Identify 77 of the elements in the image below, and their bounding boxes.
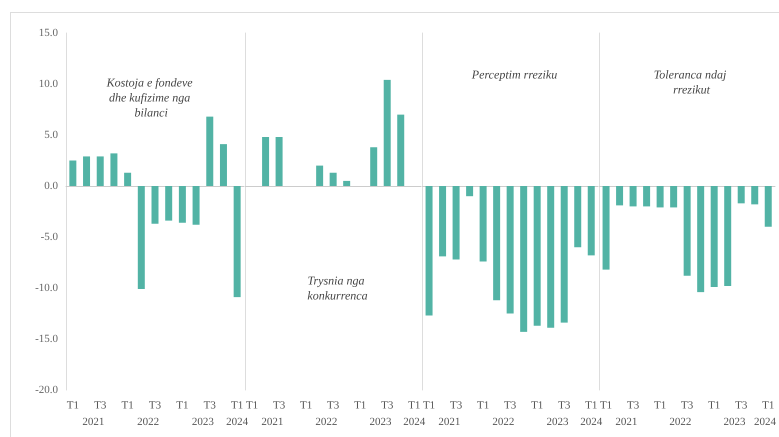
text: 2024 bbox=[754, 416, 776, 428]
x-tick-label: T1 bbox=[585, 400, 598, 412]
x-tick-label: T1 bbox=[408, 400, 420, 412]
x-tick-label: T1 bbox=[122, 400, 134, 412]
bar bbox=[234, 186, 241, 298]
bar bbox=[220, 144, 227, 186]
bar bbox=[83, 156, 90, 186]
text: Trysnia nga konkurrenca bbox=[307, 274, 368, 302]
bar bbox=[110, 153, 118, 186]
bar bbox=[330, 172, 337, 186]
x-tick-label: T3 bbox=[272, 400, 286, 412]
bar bbox=[384, 80, 391, 186]
text: 2023 bbox=[723, 416, 746, 428]
bar bbox=[370, 147, 378, 186]
x-tick-label: T1 bbox=[231, 400, 244, 412]
bar bbox=[192, 186, 200, 225]
text: 2024 bbox=[226, 416, 249, 428]
text: 2024 bbox=[580, 416, 603, 428]
text: 2021 bbox=[615, 416, 638, 428]
text: 2023 bbox=[369, 416, 392, 428]
x-tick-label: T1 bbox=[176, 400, 188, 412]
bar bbox=[276, 137, 283, 186]
x-tick-label: T3 bbox=[558, 400, 571, 412]
y-tick-label: 15.0 bbox=[38, 27, 58, 39]
bar bbox=[69, 160, 76, 186]
text: 2023 bbox=[546, 416, 569, 428]
y-tick-label: -5.0 bbox=[40, 231, 58, 243]
x-tick-label: T1 bbox=[762, 400, 774, 412]
bar bbox=[138, 186, 145, 290]
x-tick-label: T3 bbox=[204, 400, 216, 412]
bar bbox=[206, 116, 214, 186]
text: 2024 bbox=[403, 416, 426, 428]
text: Toleranca ndaj rrezikut bbox=[654, 68, 730, 96]
x-tick-label: T1 bbox=[300, 400, 312, 412]
bar bbox=[397, 114, 404, 186]
x-tick-label: T1 bbox=[708, 400, 720, 412]
bar bbox=[316, 166, 324, 186]
y-tick-label: 0.0 bbox=[44, 180, 58, 192]
y-tick-label: -20.0 bbox=[35, 384, 58, 396]
x-tick-label: T1 bbox=[354, 400, 366, 412]
bar bbox=[178, 186, 186, 223]
text: 2022 bbox=[315, 416, 338, 428]
x-tick-label: T3 bbox=[735, 400, 748, 412]
y-tick-label: -15.0 bbox=[35, 333, 58, 345]
x-tick-label: T3 bbox=[327, 400, 340, 412]
text: Kostoja e fondeve dhe kufizime nga bilanci bbox=[106, 76, 196, 120]
text: 2022 bbox=[669, 416, 692, 428]
x-tick-label: T3 bbox=[626, 400, 640, 412]
y-tick-label: 10.0 bbox=[38, 78, 58, 90]
text: Perceptim rreziku bbox=[470, 68, 558, 82]
bar bbox=[124, 172, 132, 186]
text: 2022 bbox=[137, 416, 160, 428]
text: 2022 bbox=[492, 416, 514, 428]
x-tick-label: T3 bbox=[148, 400, 162, 412]
text: 2021 bbox=[82, 416, 104, 428]
bar bbox=[152, 186, 158, 224]
x-tick-label: T1 bbox=[422, 400, 436, 412]
x-tick-label: T1 bbox=[600, 400, 612, 412]
x-tick-label: T1 bbox=[654, 400, 666, 412]
y-tick-label: 5.0 bbox=[44, 129, 58, 141]
x-tick-label: T3 bbox=[450, 400, 463, 412]
y-tick-label: -10.0 bbox=[35, 282, 58, 294]
x-tick-label: T3 bbox=[381, 400, 394, 412]
bar bbox=[96, 156, 104, 186]
x-tick-label: T1 bbox=[246, 400, 258, 412]
bar bbox=[262, 137, 270, 186]
x-tick-label: T3 bbox=[94, 400, 107, 412]
x-tick-label: T1 bbox=[477, 400, 490, 412]
bar bbox=[165, 186, 172, 221]
text: 2021 bbox=[261, 416, 284, 428]
text: 2023 bbox=[192, 416, 214, 428]
bar bbox=[343, 180, 350, 186]
text: 2021 bbox=[438, 416, 460, 428]
x-tick-label: T1 bbox=[66, 400, 79, 412]
x-tick-label: T3 bbox=[681, 400, 694, 412]
x-tick-label: T1 bbox=[531, 400, 544, 412]
x-tick-label: T3 bbox=[504, 400, 517, 412]
